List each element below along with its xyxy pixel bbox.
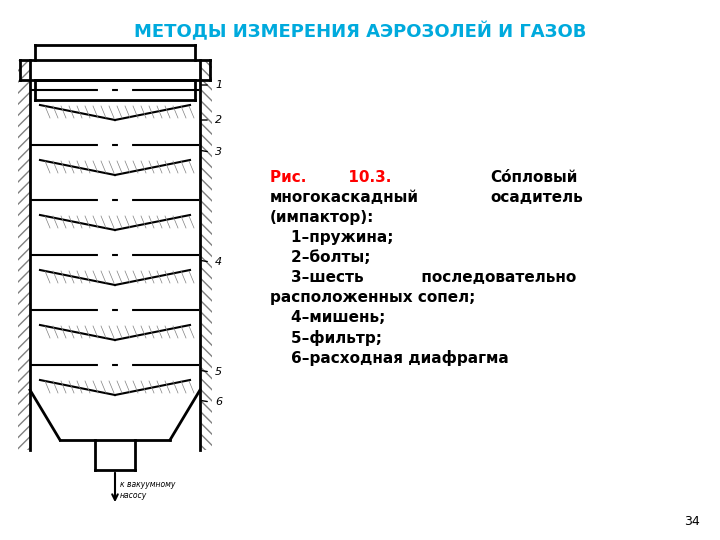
Text: 5: 5: [215, 367, 222, 377]
Text: МЕТОДЫ ИЗМЕРЕНИЯ АЭРОЗОЛЕЙ И ГАЗОВ: МЕТОДЫ ИЗМЕРЕНИЯ АЭРОЗОЛЕЙ И ГАЗОВ: [134, 22, 586, 41]
Text: 6: 6: [215, 397, 222, 407]
Text: 4: 4: [215, 257, 222, 267]
Text: расположенных сопел;: расположенных сопел;: [270, 290, 475, 305]
Text: Сóпловый: Сóпловый: [490, 170, 577, 185]
Text: 4–мишень;: 4–мишень;: [270, 310, 385, 325]
Text: Рис.        10.3.: Рис. 10.3.: [270, 170, 392, 185]
Text: 34: 34: [684, 515, 700, 528]
Text: 5–фильтр;: 5–фильтр;: [270, 330, 382, 346]
Text: многокаскадный: многокаскадный: [270, 190, 419, 205]
Text: 2–болты;: 2–болты;: [270, 250, 371, 265]
Bar: [200, 60, 212, 450]
Text: осадитель: осадитель: [490, 190, 582, 205]
Text: 2: 2: [215, 115, 222, 125]
Text: 1–пружина;: 1–пружина;: [270, 230, 394, 245]
Text: 3–шесть           последовательно: 3–шесть последовательно: [270, 270, 576, 285]
Text: 3: 3: [215, 147, 222, 157]
Text: 1: 1: [215, 80, 222, 90]
Bar: [18, 60, 30, 450]
Text: 6–расходная диафрагма: 6–расходная диафрагма: [270, 350, 509, 366]
Text: к вакуумному
насосу: к вакуумному насосу: [120, 480, 176, 500]
Text: (импактор):: (импактор):: [270, 210, 374, 225]
